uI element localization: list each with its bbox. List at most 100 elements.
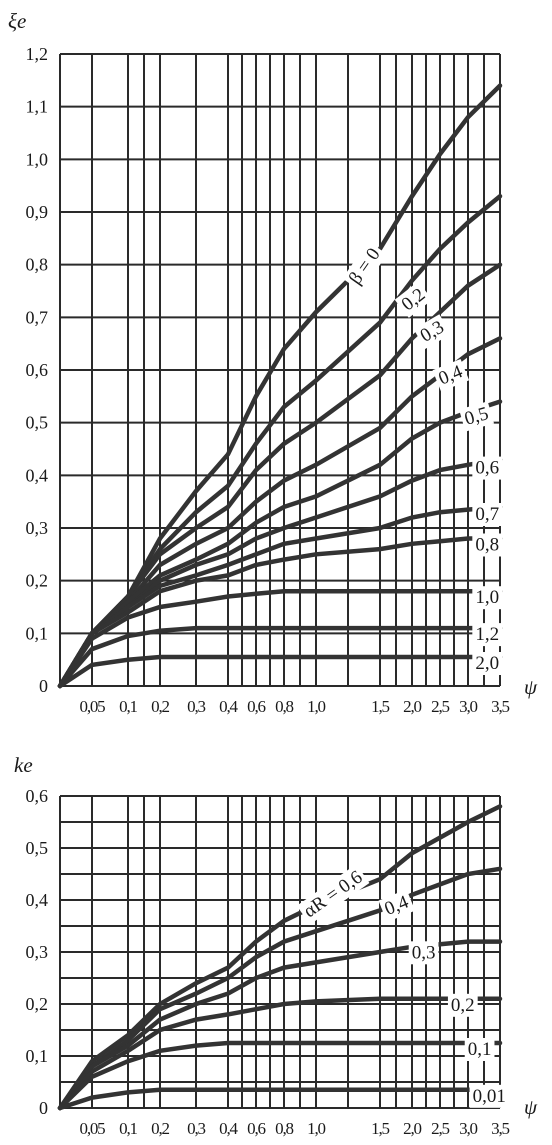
x-tick-label: 1,0 bbox=[307, 1119, 325, 1138]
series-line bbox=[57, 399, 503, 689]
y-tick-label: 0,5 bbox=[26, 413, 49, 433]
series-label-bg bbox=[447, 993, 478, 1017]
series-label: 0,1 bbox=[464, 1038, 495, 1061]
series-name: 0,3 bbox=[412, 942, 436, 963]
series-label: 0,4 bbox=[432, 358, 470, 392]
series-line bbox=[57, 536, 503, 689]
series-label: 0,7 bbox=[472, 503, 503, 526]
series-label-bg bbox=[432, 358, 470, 392]
x-tick-label: 3,0 bbox=[459, 697, 477, 716]
x-tick-label: 3,0 bbox=[459, 1119, 477, 1138]
chart-xi-e: β = 00,20,30,40,50,60,70,81,01,22,0 00,1… bbox=[8, 9, 538, 716]
y-tick-label: 0,2 bbox=[26, 994, 49, 1014]
y-tick-label: 0,7 bbox=[26, 307, 49, 327]
ticks-top: 00,10,20,30,40,50,60,70,80,91,01,11,20,0… bbox=[26, 44, 511, 716]
x-tick-label: 0,6 bbox=[247, 1119, 265, 1138]
series-label-bg bbox=[472, 456, 503, 480]
grid-top bbox=[59, 53, 501, 687]
series-name: 0,1 bbox=[468, 1039, 492, 1060]
series-line bbox=[57, 939, 503, 1111]
series-name: 0,8 bbox=[475, 535, 499, 556]
y-tick-label: 0,3 bbox=[26, 518, 49, 538]
series-line bbox=[57, 625, 503, 689]
y-tick-label: 0,1 bbox=[26, 1046, 49, 1066]
y-tick-label: 1,2 bbox=[26, 44, 49, 64]
x-tick-label: 0,4 bbox=[219, 1119, 238, 1138]
x-tick-label: 0,1 bbox=[119, 697, 137, 716]
series-line bbox=[57, 1040, 503, 1111]
x-tick-label: 0,2 bbox=[151, 697, 169, 716]
y-axis-label-top: ξe bbox=[8, 9, 26, 33]
curves-bottom: αR = 0,6 0,40,30,20,10,01 bbox=[57, 804, 509, 1111]
y-tick-label: 1,0 bbox=[26, 149, 49, 169]
y-tick-label: 0,4 bbox=[26, 465, 49, 485]
x-tick-label: 2,5 bbox=[431, 697, 449, 716]
series-label-bg bbox=[296, 864, 370, 925]
y-tick-label: 0,3 bbox=[26, 942, 49, 962]
series-label-bg bbox=[413, 314, 451, 350]
series-name: αR = 0,6 bbox=[300, 867, 367, 922]
y-tick-label: 0 bbox=[39, 1098, 48, 1118]
series-label-bg bbox=[464, 1038, 495, 1061]
x-tick-label: 0,4 bbox=[219, 697, 238, 716]
series-name: 0,6 bbox=[475, 458, 499, 479]
y-tick-label: 0,2 bbox=[26, 571, 49, 591]
series-label: 1,2 bbox=[472, 623, 503, 647]
series-label: 0,01 bbox=[469, 1084, 509, 1108]
ticks-bottom: 0 0,1 0,2 0,3 0,4 0,5 0,6 0,05 0,1 0,2 0,3 0,4 0,6 0,… bbox=[26, 786, 511, 1138]
x-tick-label: 2,0 bbox=[403, 697, 421, 716]
chart-k-e: αR = 0,6 0,4 0,3 0,2 0,1 0,01 0 0,1 0,2 0,3 0,4 0,… bbox=[14, 753, 538, 1138]
curves-top: β = 00,20,30,40,50,60,70,81,01,22,0 bbox=[57, 83, 503, 689]
series-label-bg bbox=[472, 503, 503, 526]
series-name: 0,01 bbox=[473, 1086, 506, 1107]
y-tick-label: 1,1 bbox=[26, 97, 49, 117]
x-tick-label: 0,2 bbox=[151, 1119, 169, 1138]
series-label-bg bbox=[472, 623, 503, 647]
series-name: 0,7 bbox=[475, 504, 499, 525]
series-line bbox=[57, 504, 503, 689]
series-name: 2,0 bbox=[475, 653, 499, 674]
x-tick-label: 0,8 bbox=[275, 697, 293, 716]
series-label-bg bbox=[408, 941, 439, 965]
y-tick-label: 0,9 bbox=[26, 202, 49, 222]
series-name: 1,2 bbox=[475, 624, 499, 645]
series-line bbox=[57, 588, 503, 689]
series-name: 0,2 bbox=[451, 995, 475, 1016]
x-tick-label: 0,1 bbox=[119, 1119, 137, 1138]
x-tick-label: 1,5 bbox=[371, 1119, 389, 1138]
series-label: 0,8 bbox=[472, 533, 503, 557]
x-tick-label: 0,05 bbox=[80, 697, 106, 716]
series-label-bg bbox=[472, 652, 503, 675]
x-tick-label: 0,3 bbox=[187, 697, 205, 716]
x-tick-label: 3,5 bbox=[491, 697, 509, 716]
series-label-bg bbox=[378, 889, 416, 922]
x-tick-label: 3,5 bbox=[491, 1119, 509, 1138]
series-line bbox=[57, 804, 503, 1111]
y-tick-label: 0,4 bbox=[26, 890, 49, 910]
series-line bbox=[57, 262, 503, 689]
x-tick-label: 2,5 bbox=[431, 1119, 449, 1138]
series-line bbox=[57, 866, 503, 1111]
y-axis-label-bottom: ke bbox=[14, 753, 33, 777]
series-label: 0,6 bbox=[472, 456, 503, 480]
series-label-bg bbox=[394, 281, 433, 318]
x-tick-label: 1,5 bbox=[371, 697, 389, 716]
y-tick-label: 0,6 bbox=[26, 360, 49, 380]
series-line bbox=[57, 1087, 503, 1111]
y-tick-label: 0,1 bbox=[26, 623, 49, 643]
series-label-bg bbox=[469, 1084, 509, 1108]
y-tick-label: 0,5 bbox=[26, 838, 49, 858]
series-label: 1,0 bbox=[472, 586, 503, 610]
series-label-bg bbox=[472, 586, 503, 610]
x-tick-label: 0,8 bbox=[275, 1119, 293, 1138]
series-label: 2,0 bbox=[472, 652, 503, 675]
y-tick-label: 0,6 bbox=[26, 786, 49, 806]
y-tick-label: 0,8 bbox=[26, 255, 49, 275]
series-label: 0,5 bbox=[459, 401, 495, 432]
series-label-bg bbox=[459, 401, 495, 432]
x-tick-label: 1,0 bbox=[307, 697, 325, 716]
series-label: 0,3 bbox=[413, 314, 451, 350]
series-line bbox=[57, 654, 503, 689]
x-tick-label: 0,3 bbox=[187, 1119, 205, 1138]
